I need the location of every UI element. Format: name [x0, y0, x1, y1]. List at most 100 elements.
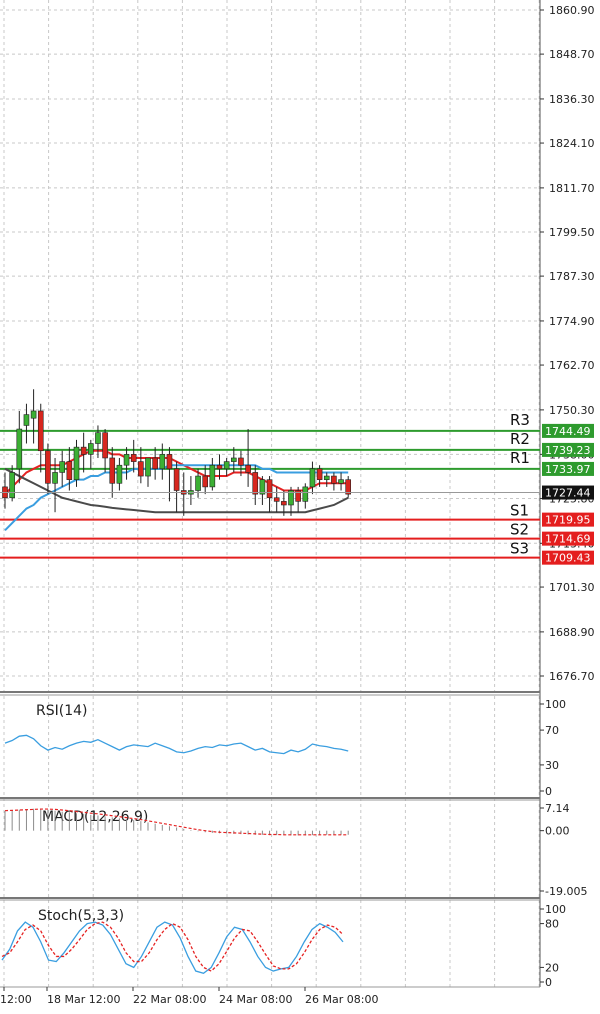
- rsi-series: [4, 734, 349, 755]
- candle: [159, 443, 166, 480]
- candle-body: [166, 454, 173, 470]
- candle: [309, 461, 316, 495]
- stoch-title: Stoch(5,3,3): [38, 908, 124, 924]
- candle: [273, 486, 280, 513]
- candle: [59, 450, 66, 487]
- candle-body: [288, 490, 294, 506]
- candle: [95, 425, 101, 458]
- candle-body: [173, 468, 180, 491]
- candle: [80, 432, 87, 473]
- candle-body: [130, 454, 137, 462]
- candle: [281, 490, 287, 516]
- candle: [37, 403, 44, 473]
- price-tick-label: 1762.70: [549, 359, 595, 372]
- candle-body: [37, 410, 44, 452]
- candle-body: [209, 464, 216, 488]
- price-tick-label: 1811.70: [549, 182, 595, 195]
- candle: [116, 457, 123, 491]
- candle: [209, 457, 216, 491]
- pivot-label-s2: S2: [510, 521, 529, 539]
- candle-body: [73, 446, 80, 480]
- candle-body: [238, 457, 244, 466]
- price-tick-label: 1799.50: [549, 226, 595, 239]
- rsi-panel: RSI(14) 100 70 30 0: [4, 698, 566, 798]
- pivot-label-s1: S1: [510, 502, 529, 520]
- stoch-tick-label: 100: [545, 903, 566, 916]
- candle: [316, 465, 323, 487]
- panel-frames: [0, 0, 541, 988]
- candle: [202, 465, 208, 495]
- candle: [173, 461, 180, 513]
- candle-body: [195, 475, 201, 491]
- candle-body: [223, 461, 230, 470]
- candle: [138, 447, 144, 484]
- price-panel: 1860.90 1848.70 1836.30 1824.10 1811.70 1799.…: [0, 4, 595, 683]
- candle: [231, 447, 237, 473]
- candle: [145, 457, 151, 487]
- price-tick-label: 1688.90: [549, 626, 595, 639]
- macd-tick-label: 0.00: [545, 825, 570, 838]
- stoch-main-series: [1, 921, 344, 974]
- pivot-price-text: 1714.69: [545, 533, 591, 546]
- price-tick-label: 1701.30: [549, 581, 595, 594]
- candle-body: [9, 472, 15, 499]
- rsi-tick-label: 100: [545, 698, 566, 711]
- candle: [23, 403, 30, 444]
- macd-title: MACD(12,26,9): [42, 809, 148, 825]
- candle-body: [295, 490, 301, 502]
- candle: [288, 486, 294, 516]
- stoch-tick-label: 0: [545, 976, 552, 989]
- pivot-label-r1: R1: [510, 449, 530, 467]
- rsi-title: RSI(14): [36, 703, 87, 719]
- current-price-tag: [542, 485, 594, 500]
- pivot-label-s3: S3: [510, 540, 529, 558]
- price-axis: 1860.90 1848.70 1836.30 1824.10 1811.70 1799.…: [540, 4, 595, 683]
- candle-body: [116, 464, 123, 484]
- stoch-panel: Stoch(5,3,3) 100 80 20 0: [1, 903, 566, 989]
- rsi-tick-label: 0: [545, 785, 552, 798]
- candle-body: [88, 443, 94, 455]
- pivot-price-tag: [542, 442, 594, 457]
- candle-body: [338, 479, 344, 484]
- candle: [102, 429, 108, 473]
- pivot-price-text: 1733.97: [545, 463, 591, 476]
- price-tick-label: 1774.90: [549, 315, 595, 328]
- candle-body: [66, 461, 73, 480]
- candle: [338, 472, 344, 491]
- price-tick-label: 1750.30: [549, 404, 595, 417]
- price-tick-label: 1848.70: [549, 48, 595, 61]
- price-tick-label: 1860.90: [549, 4, 595, 17]
- candle: [323, 472, 330, 487]
- candle-body: [52, 472, 58, 484]
- time-tick-label: 26 Mar 08:00: [305, 993, 378, 1006]
- time-tick-label: 12:00: [0, 993, 32, 1006]
- pivot-price-tag: [542, 461, 594, 476]
- time-axis: 12:00 18 Mar 12:00 22 Mar 08:00 24 Mar 08:0…: [0, 987, 378, 1006]
- price-tick-label: 1836.30: [549, 93, 595, 106]
- candle-body: [309, 468, 316, 488]
- stoch-signal-series: [1, 921, 344, 972]
- candle-body: [152, 457, 158, 470]
- candle: [245, 429, 251, 487]
- pivot-price-tag: [542, 423, 594, 438]
- macd-panel: MACD(12,26,9) 7.14 0.00 -19.005: [4, 802, 587, 898]
- price-tick-label: 1676.70: [549, 670, 595, 683]
- candle: [216, 454, 223, 480]
- candle-body: [202, 475, 208, 488]
- candle-body: [80, 446, 87, 455]
- price-tick-label: 1824.10: [549, 137, 595, 150]
- rsi-axis: 100 70 30 0: [540, 698, 566, 798]
- candle: [166, 447, 173, 502]
- candle: [123, 447, 130, 480]
- candle-body: [59, 461, 66, 473]
- pivot-price-text: 1709.43: [545, 552, 591, 565]
- candle-body: [30, 410, 37, 419]
- candle: [188, 476, 194, 505]
- candle-body: [323, 475, 330, 480]
- candle-body: [245, 464, 251, 473]
- stoch-tick-label: 20: [545, 961, 559, 974]
- candle-body: [266, 479, 273, 499]
- candle: [259, 476, 266, 505]
- candle: [66, 447, 73, 491]
